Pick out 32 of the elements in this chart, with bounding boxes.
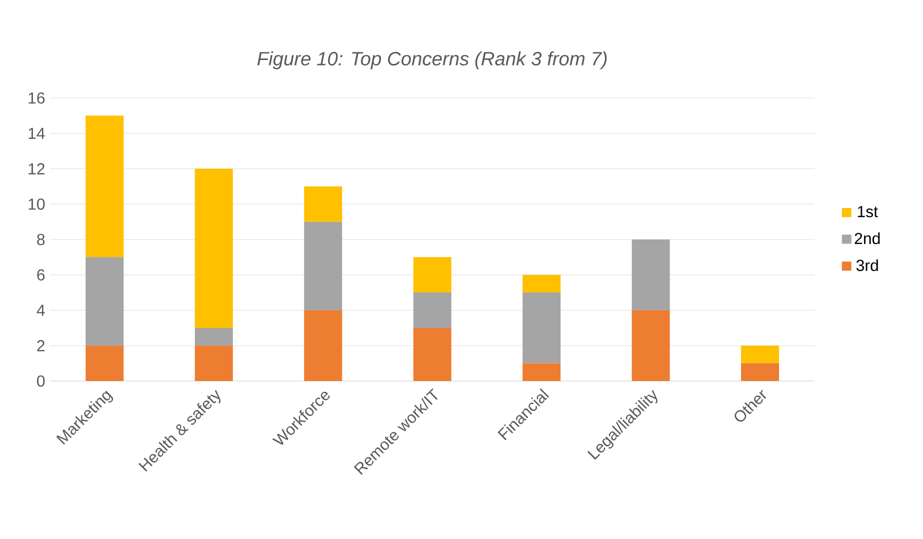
bar: [304, 186, 342, 222]
bar: [86, 257, 124, 346]
y-tick-label: 12: [28, 163, 44, 174]
bar: [194, 346, 233, 381]
bar: [86, 116, 124, 258]
bar: [304, 310, 342, 381]
bar: [632, 240, 670, 310]
bar: [632, 310, 670, 381]
bar: [304, 222, 342, 310]
y-tick-label: 4: [36, 304, 45, 316]
bar: [741, 363, 780, 381]
legend-label: 3rd: [856, 259, 878, 272]
bar: [522, 274, 561, 293]
bar: [413, 257, 452, 293]
y-tick-label: 2: [37, 340, 44, 352]
bar: [194, 168, 233, 328]
bar: [413, 292, 452, 328]
y-tick-label: 0: [37, 375, 45, 387]
y-tick-label: 6: [37, 269, 45, 281]
y-tick-label: 16: [28, 92, 45, 104]
chart-title: Figure 10: Top Concerns (Rank 3 from 7): [257, 51, 607, 70]
bar: [741, 346, 780, 364]
y-tick-label: 14: [28, 128, 45, 139]
bar: [522, 292, 561, 364]
legend-label: 2nd: [854, 232, 880, 244]
bar: [86, 346, 124, 381]
bar: [522, 363, 561, 381]
bar: [194, 328, 233, 346]
y-tick-label: 8: [37, 234, 45, 246]
y-tick-label: 10: [28, 198, 45, 210]
bar: [413, 328, 452, 381]
legend-label: 1st: [858, 206, 878, 218]
